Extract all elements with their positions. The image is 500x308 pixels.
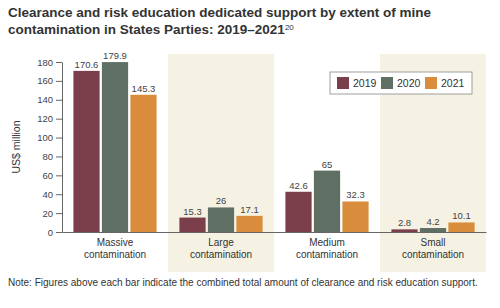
text-line: Large xyxy=(208,237,234,248)
x-axis: MassivecontaminationLargecontaminationMe… xyxy=(63,233,487,261)
tick-label: 20 xyxy=(42,208,53,219)
text-line: Massive xyxy=(97,237,134,248)
tick-mark xyxy=(56,100,62,101)
legend-label: 2020 xyxy=(397,77,421,89)
tick-label: Largecontamination xyxy=(190,237,252,260)
data-label: 15.3 xyxy=(183,206,202,217)
data-label: 42.6 xyxy=(289,180,308,191)
tick: Mediumcontamination xyxy=(296,237,358,260)
y-axis: 0 20 40 60 80 100 120 140 160 180 xyxy=(37,57,62,238)
bar xyxy=(285,192,311,232)
text-line: Clearance and risk education dedicated s… xyxy=(8,5,432,20)
data-label: 4.2 xyxy=(426,216,439,227)
tick-label: 80 xyxy=(42,151,53,162)
tick: 40 xyxy=(42,189,62,200)
title: Clearance and risk education dedicated s… xyxy=(8,5,432,37)
tick-label: 160 xyxy=(37,75,53,86)
text-line: contamination xyxy=(190,249,252,260)
tick-label: 120 xyxy=(37,113,53,124)
tick-mark xyxy=(56,138,62,139)
legend-box xyxy=(330,72,472,94)
tick: 160 xyxy=(37,75,62,86)
tick: Smallcontamination xyxy=(402,237,464,260)
tick-mark xyxy=(56,194,62,195)
bar xyxy=(391,229,417,232)
tick-label: 100 xyxy=(37,132,53,143)
bar xyxy=(342,201,368,232)
data-label: 65 xyxy=(322,159,333,170)
text-line: Note: Figures above each bar indicate th… xyxy=(8,277,478,288)
data-labels: 170.6 15.3 42.6 2.8 179.9 26 65 4.2 145.3 17.1 32.… xyxy=(75,50,471,228)
axis-line xyxy=(63,232,487,233)
data-label: 179.9 xyxy=(103,50,127,61)
tick-label: Massivecontamination xyxy=(84,237,146,260)
text-line: contamination xyxy=(402,249,464,260)
tick: 180 xyxy=(37,57,62,68)
bars xyxy=(73,62,474,232)
tick-label: 40 xyxy=(42,189,53,200)
chart: Clearance and risk education dedicated s… xyxy=(0,0,500,308)
tick-mark xyxy=(56,62,62,63)
text-line: Small xyxy=(420,237,445,248)
tick-mark xyxy=(56,119,62,120)
bar xyxy=(208,207,234,232)
legend-item: 2019 xyxy=(337,77,377,89)
data-label: 2.8 xyxy=(398,217,411,228)
legend: 2019 2020 2021 xyxy=(330,72,472,94)
tick-label: 60 xyxy=(42,170,53,181)
title-footnote: 20 xyxy=(285,23,294,32)
data-label: 17.1 xyxy=(240,204,259,215)
tick: 80 xyxy=(42,151,62,162)
tick: 100 xyxy=(37,132,62,143)
tick-mark xyxy=(56,156,62,157)
legend-swatch xyxy=(337,77,349,89)
legend-item: 2021 xyxy=(425,77,465,89)
bar xyxy=(314,171,340,232)
tick-label: 180 xyxy=(37,57,53,68)
legend-label: 2021 xyxy=(441,77,465,89)
text-line: contamination in States Parties: 2019–20… xyxy=(8,22,285,37)
tick-label: 0 xyxy=(48,227,53,238)
bar xyxy=(73,71,99,232)
data-label: 170.6 xyxy=(75,59,99,70)
tick-mark xyxy=(56,213,62,214)
bar xyxy=(448,222,474,232)
data-label: 32.3 xyxy=(346,189,365,200)
tick: Massivecontamination xyxy=(84,237,146,260)
tick: 20 xyxy=(42,208,62,219)
note: Note: Figures above each bar indicate th… xyxy=(8,277,478,288)
tick: 140 xyxy=(37,94,62,105)
tick-mark xyxy=(56,175,62,176)
legend-swatch xyxy=(381,77,393,89)
data-label: 26 xyxy=(216,195,227,206)
text-line: contamination xyxy=(296,249,358,260)
tick-label: Mediumcontamination xyxy=(296,237,358,260)
tick-mark xyxy=(56,81,62,82)
tick: 60 xyxy=(42,170,62,181)
bar xyxy=(420,228,446,232)
legend-label: 2019 xyxy=(353,77,377,89)
tick-label: Smallcontamination xyxy=(402,237,464,260)
bar xyxy=(130,95,156,232)
bar xyxy=(102,62,128,232)
bar xyxy=(179,218,205,232)
tick: Largecontamination xyxy=(190,237,252,260)
text-line: Medium xyxy=(309,237,345,248)
tick: 120 xyxy=(37,113,62,124)
bar xyxy=(236,216,262,232)
background-bands xyxy=(168,54,486,272)
category-band xyxy=(168,54,274,272)
axis-line xyxy=(62,63,63,233)
tick: 0 xyxy=(48,227,62,238)
data-label: 10.1 xyxy=(452,210,471,221)
legend-swatch xyxy=(425,77,437,89)
text-line: contamination xyxy=(84,249,146,260)
tick-label: 140 xyxy=(37,94,53,105)
legend-item: 2020 xyxy=(381,77,421,89)
y-axis-title: US$ million xyxy=(10,120,22,173)
tick-mark xyxy=(56,232,62,233)
data-label: 145.3 xyxy=(132,83,156,94)
